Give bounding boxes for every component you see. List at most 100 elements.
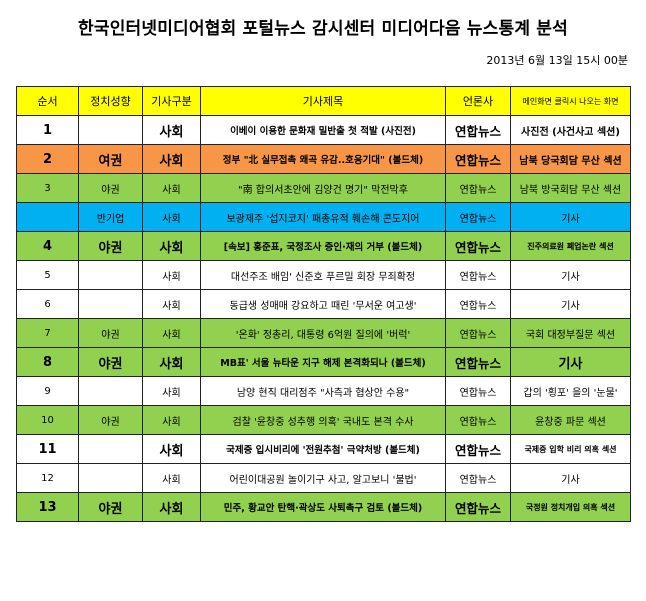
category-cell: 사회: [142, 144, 201, 174]
order-cell: 1: [16, 115, 79, 145]
source-cell: 연합뉴스: [445, 260, 511, 290]
article-title-cell: "南 합의서초안에 김양건 명기" 막전막후: [200, 173, 446, 203]
main-screen-cell: 국정원 정치개입 의혹 섹션: [510, 492, 631, 522]
main-screen-cell: 국회 대정부질문 섹션: [510, 318, 631, 348]
news-stats-table: 순서 정치성향 기사구분 기사제목 언론사 메인화면 클릭시 나오는 화면 1 사…: [16, 86, 631, 522]
category-cell: 사회: [142, 289, 201, 319]
political-cell: [78, 289, 143, 319]
source-cell: 연합뉴스: [445, 492, 511, 522]
page-title: 한국인터넷미디어협회 포털뉴스 감시센터 미디어다음 뉴스통계 분석: [78, 19, 568, 39]
column-header-order: 순서: [16, 86, 79, 116]
main-screen-cell: 사진전 (사건사고 섹션): [510, 115, 631, 145]
column-header-political: 정치성향: [78, 86, 143, 116]
column-header-title: 기사제목: [200, 86, 446, 116]
article-title-cell: 어린이대공원 놀이기구 사고, 알고보니 '불법': [200, 463, 446, 493]
order-cell: 12: [16, 463, 79, 493]
political-cell: [78, 115, 143, 145]
column-header-source: 언론사: [445, 86, 511, 116]
article-title-cell: 국제중 입시비리에 '전원추첨' 극약처방 (볼드체): [200, 434, 446, 464]
table-row: 1 사회 이베이 이용한 문화재 밀반출 첫 적발 (사진전) 연합뉴스 사진전 (사건…: [16, 115, 631, 145]
order-cell: 6: [16, 289, 79, 319]
order-cell: 5: [16, 260, 79, 290]
category-cell: 사회: [142, 318, 201, 348]
article-title-cell: 대선주조 배임' 신준호 푸르밀 회장 무죄확정: [200, 260, 446, 290]
main-screen-cell: 윤창중 파문 섹션: [510, 405, 631, 435]
source-cell: 연합뉴스: [445, 347, 511, 377]
article-title-cell: 정부 "北 실무접촉 왜곡 유감..호응기대" (볼드체): [200, 144, 446, 174]
article-title-cell: 동급생 성매매 강요하고 때린 '무서운 여고생': [200, 289, 446, 319]
category-cell: 사회: [142, 434, 201, 464]
main-screen-cell: 기사: [510, 347, 631, 377]
political-cell: 반기업: [78, 202, 143, 232]
main-screen-cell: 남북 방국회담 무산 섹션: [510, 173, 631, 203]
political-cell: [78, 463, 143, 493]
order-cell: 8: [16, 347, 79, 377]
category-cell: 사회: [142, 492, 201, 522]
article-title-cell: '온화' 정총리, 대통령 6억원 질의에 '버럭': [200, 318, 446, 348]
category-cell: 사회: [142, 347, 201, 377]
category-cell: 사회: [142, 231, 201, 261]
source-cell: 연합뉴스: [445, 405, 511, 435]
main-screen-cell: 국제중 입학 비리 의혹 섹션: [510, 434, 631, 464]
political-cell: 야권: [78, 347, 143, 377]
category-cell: 사회: [142, 173, 201, 203]
article-title-cell: 검찰 '윤창중 성추행 의혹' 국내도 본격 수사: [200, 405, 446, 435]
table-row: 2 여권 사회 정부 "北 실무접촉 왜곡 유감..호응기대" (볼드체) 연합뉴스 남북…: [16, 144, 631, 174]
order-cell: 2: [16, 144, 79, 174]
table-row: 11 사회 국제중 입시비리에 '전원추첨' 극약처방 (볼드체) 연합뉴스 국제중 입…: [16, 434, 631, 464]
article-title-cell: 민주, 황교안 탄핵·곽상도 사퇴촉구 검토 (볼드체): [200, 492, 446, 522]
table-row: 4 야권 사회 [속보] 홍준표, 국정조사 증인·재의 거부 (볼드체) 연합뉴스 진주…: [16, 231, 631, 261]
order-cell: 13: [16, 492, 79, 522]
table-row: 5 사회 대선주조 배임' 신준호 푸르밀 회장 무죄확정 연합뉴스 기사: [16, 260, 631, 290]
table-row: 9 사회 남양 현직 대리점주 "사측과 협상안 수용" 연합뉴스 갑의 '횡포' 을의…: [16, 376, 631, 406]
article-title-cell: 보광제주 '섭지코지' 패총유적 훼손해 콘도지어: [200, 202, 446, 232]
source-cell: 연합뉴스: [445, 376, 511, 406]
order-cell: 7: [16, 318, 79, 348]
political-cell: 야권: [78, 405, 143, 435]
order-cell: 4: [16, 231, 79, 261]
source-cell: 연합뉴스: [445, 144, 511, 174]
order-cell: 11: [16, 434, 79, 464]
political-cell: 야권: [78, 318, 143, 348]
source-cell: 연합뉴스: [445, 463, 511, 493]
political-cell: 여권: [78, 144, 143, 174]
table-row: 반기업 사회 보광제주 '섭지코지' 패총유적 훼손해 콘도지어 연합뉴스 기사: [16, 202, 631, 232]
column-header-main-screen: 메인화면 클릭시 나오는 화면: [510, 86, 631, 116]
table-row: 10 야권 사회 검찰 '윤창중 성추행 의혹' 국내도 본격 수사 연합뉴스 윤창중 파…: [16, 405, 631, 435]
article-title-cell: [속보] 홍준표, 국정조사 증인·재의 거부 (볼드체): [200, 231, 446, 261]
source-cell: 연합뉴스: [445, 289, 511, 319]
source-cell: 연합뉴스: [445, 202, 511, 232]
order-cell: 9: [16, 376, 79, 406]
category-cell: 사회: [142, 202, 201, 232]
main-screen-cell: 갑의 '횡포' 을의 '눈물': [510, 376, 631, 406]
article-title-cell: MB표' 서울 뉴타운 지구 해제 본격화되나 (볼드체): [200, 347, 446, 377]
category-cell: 사회: [142, 376, 201, 406]
source-cell: 연합뉴스: [445, 318, 511, 348]
table-row: 8 야권 사회 MB표' 서울 뉴타운 지구 해제 본격화되나 (볼드체) 연합뉴스 기사: [16, 347, 631, 377]
category-cell: 사회: [142, 260, 201, 290]
political-cell: [78, 376, 143, 406]
article-title-cell: 남양 현직 대리점주 "사측과 협상안 수용": [200, 376, 446, 406]
main-screen-cell: 기사: [510, 260, 631, 290]
table-row: 6 사회 동급생 성매매 강요하고 때린 '무서운 여고생' 연합뉴스 기사: [16, 289, 631, 319]
report-timestamp: 2013년 6월 13일 15시 00분: [486, 54, 628, 67]
order-cell: [16, 202, 79, 232]
source-cell: 연합뉴스: [445, 231, 511, 261]
category-cell: 사회: [142, 115, 201, 145]
political-cell: 야권: [78, 231, 143, 261]
political-cell: 야권: [78, 492, 143, 522]
political-cell: [78, 434, 143, 464]
table-row: 7 야권 사회 '온화' 정총리, 대통령 6억원 질의에 '버럭' 연합뉴스 국회 대정…: [16, 318, 631, 348]
source-cell: 연합뉴스: [445, 115, 511, 145]
table-row: 3 야권 사회 "南 합의서초안에 김양건 명기" 막전막후 연합뉴스 남북 방국회담 무…: [16, 173, 631, 203]
column-header-category: 기사구분: [142, 86, 201, 116]
political-cell: 야권: [78, 173, 143, 203]
order-cell: 10: [16, 405, 79, 435]
category-cell: 사회: [142, 405, 201, 435]
source-cell: 연합뉴스: [445, 173, 511, 203]
main-screen-cell: 기사: [510, 463, 631, 493]
main-screen-cell: 남북 당국회담 무산 섹션: [510, 144, 631, 174]
order-cell: 3: [16, 173, 79, 203]
category-cell: 사회: [142, 463, 201, 493]
source-cell: 연합뉴스: [445, 434, 511, 464]
